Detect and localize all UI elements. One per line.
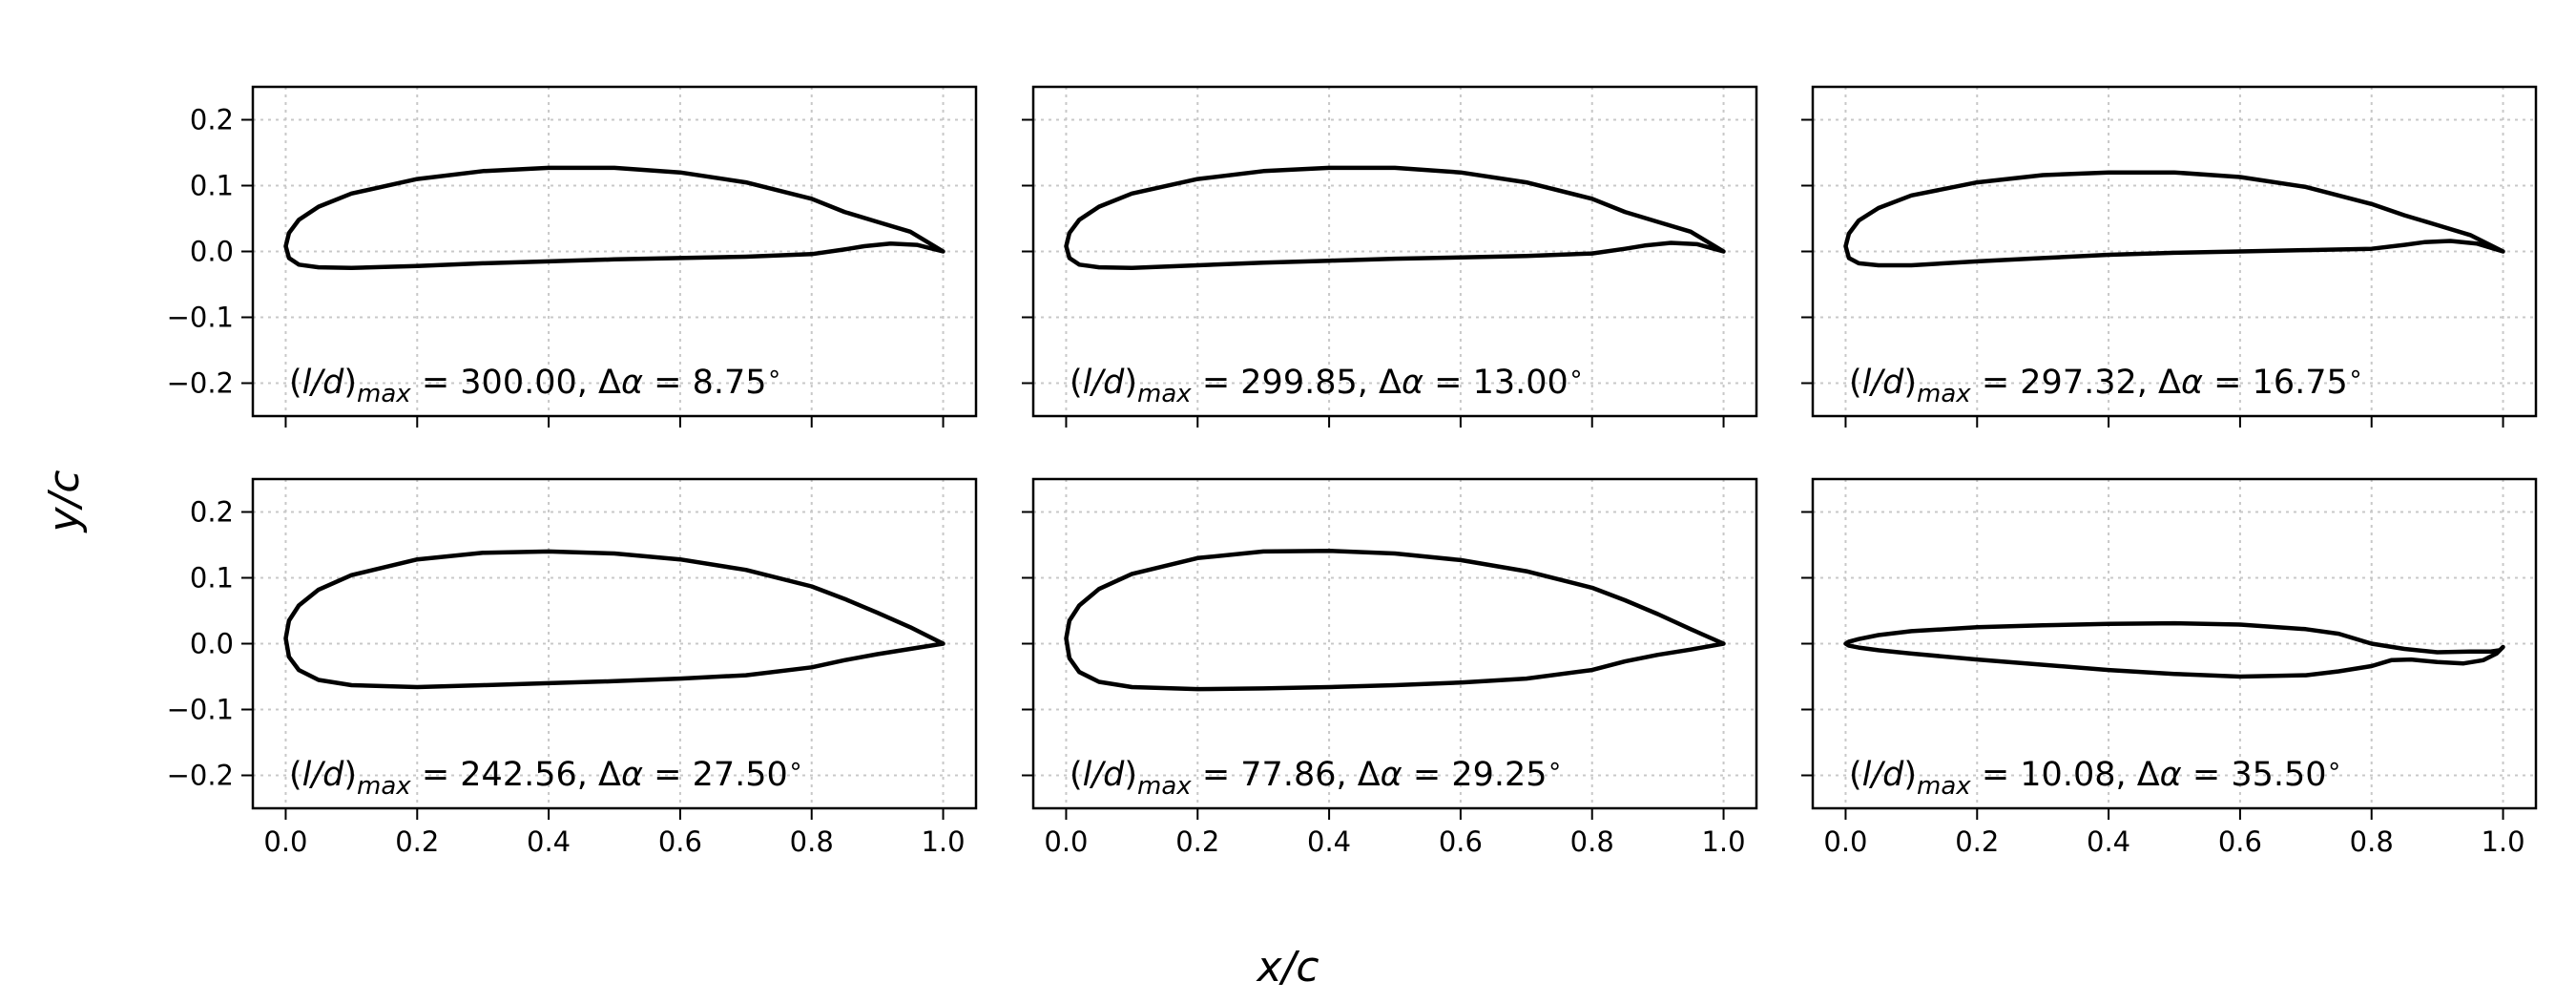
x-tick-label: 0.4 xyxy=(2087,825,2130,858)
annotation-label: (l/d)max = 300.00, Δα = 8.75∘ xyxy=(289,360,782,408)
subplot-4: 0.0 0.2 0.4 0.6 0.8 1.0 −0.2 −0.1 0.0 0.1 0.2 (l/d)… xyxy=(167,477,978,858)
x-tick-label: 0.4 xyxy=(527,825,571,858)
x-tick-label: 1.0 xyxy=(921,825,965,858)
annotation-label: (l/d)max = 10.08, Δα = 35.50∘ xyxy=(1849,752,2342,801)
x-tick-label: 0.6 xyxy=(2218,825,2262,858)
annotation-label: (l/d)max = 299.85, Δα = 13.00∘ xyxy=(1070,360,1584,408)
subplot-grid: −0.2 −0.1 0.0 0.1 0.2 (l/d)max = 300.00, Δα =… xyxy=(167,85,2538,858)
y-tick-label: −0.1 xyxy=(167,302,234,334)
subplot-2: (l/d)max = 299.85, Δα = 13.00∘ xyxy=(1022,85,1758,428)
x-tick-label: 0.2 xyxy=(1175,825,1219,858)
airfoil-line xyxy=(1843,170,2505,268)
y-tick-label: −0.2 xyxy=(167,367,234,400)
subplot-3: (l/d)max = 297.32, Δα = 16.75∘ xyxy=(1801,85,2538,428)
x-axis-title: x/c xyxy=(1255,943,1319,992)
x-tick-label: 0.4 xyxy=(1307,825,1351,858)
annotation-label: (l/d)max = 297.32, Δα = 16.75∘ xyxy=(1849,360,2363,408)
x-tick-label: 0.6 xyxy=(658,825,702,858)
y-axis-title: y/c xyxy=(40,470,89,533)
annotation-label: (l/d)max = 242.56, Δα = 27.50∘ xyxy=(289,752,803,801)
airfoil-line xyxy=(1064,165,1726,271)
subplot-1: −0.2 −0.1 0.0 0.1 0.2 (l/d)max = 300.00, Δα =… xyxy=(167,85,978,428)
x-tick-label: 0.0 xyxy=(1044,825,1088,858)
airfoil-line xyxy=(1064,548,1726,692)
x-tick-label: 0.6 xyxy=(1439,825,1483,858)
x-tick-label: 0.2 xyxy=(1955,825,1999,858)
subplot-6: 0.0 0.2 0.4 0.6 0.8 1.0 (l/d)max = 10.08, Δα =… xyxy=(1801,477,2538,858)
airfoil-line xyxy=(283,165,945,271)
y-tick-label: −0.2 xyxy=(167,760,234,792)
x-tick-label: 0.8 xyxy=(2350,825,2394,858)
y-tick-label: 0.1 xyxy=(190,170,234,202)
x-tick-label: 0.2 xyxy=(395,825,439,858)
x-tick-label: 0.8 xyxy=(1570,825,1614,858)
x-tick-label: 1.0 xyxy=(1701,825,1745,858)
x-tick-label: 0.0 xyxy=(1823,825,1867,858)
x-tick-label: 1.0 xyxy=(2481,825,2524,858)
y-tick-label: −0.1 xyxy=(167,694,234,726)
y-tick-label: 0.2 xyxy=(190,104,234,136)
y-tick-label: 0.2 xyxy=(190,496,234,529)
x-tick-label: 0.0 xyxy=(263,825,307,858)
airfoil-line xyxy=(283,549,945,690)
x-tick-label: 0.8 xyxy=(790,825,834,858)
annotation-label: (l/d)max = 77.86, Δα = 29.25∘ xyxy=(1070,752,1563,801)
y-tick-label: 0.1 xyxy=(190,562,234,595)
y-tick-label: 0.0 xyxy=(190,628,234,660)
y-tick-label: 0.0 xyxy=(190,236,234,268)
airfoil-line xyxy=(1843,620,2505,679)
subplot-5: 0.0 0.2 0.4 0.6 0.8 1.0 (l/d)max = 77.86, Δα =… xyxy=(1022,477,1758,858)
